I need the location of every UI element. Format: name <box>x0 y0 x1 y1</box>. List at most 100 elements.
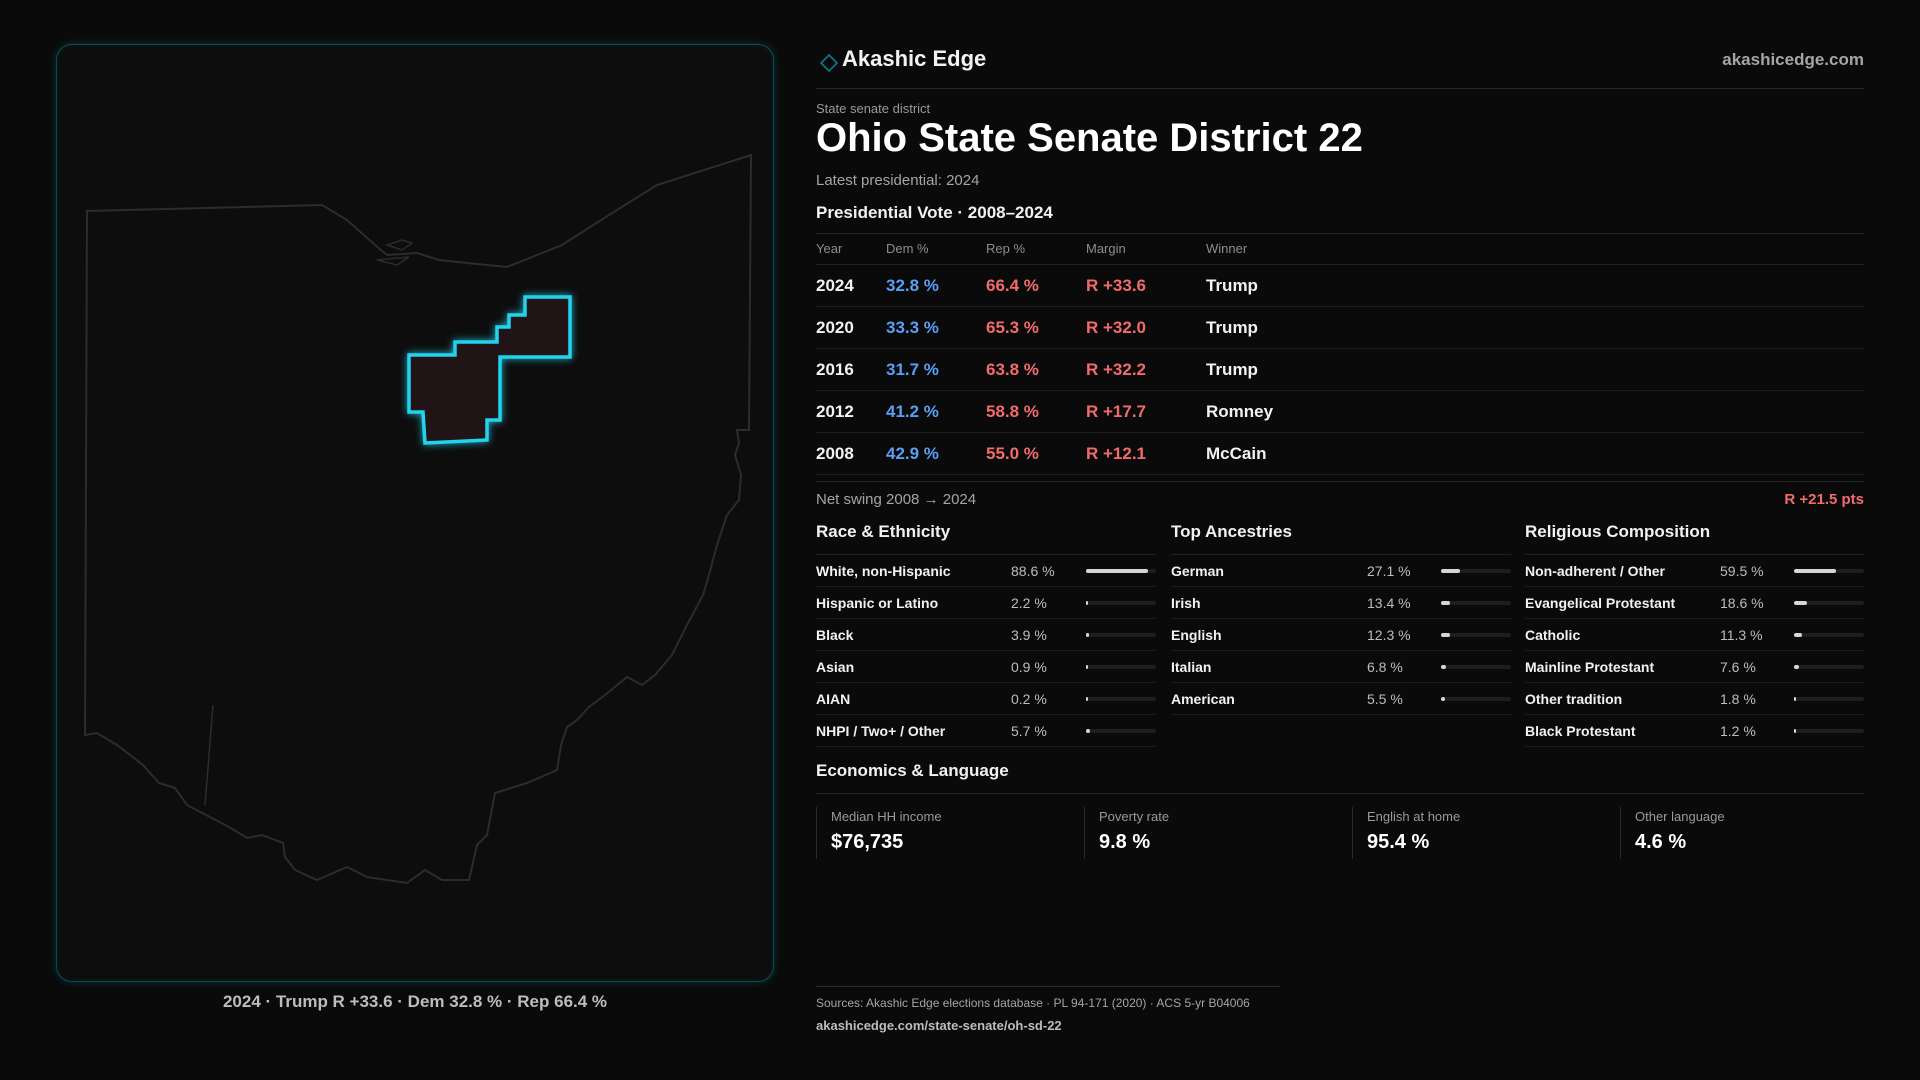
item-value: 27.1 % <box>1367 563 1411 579</box>
col-dem: Dem % <box>886 241 929 256</box>
cell-rep: 66.4 % <box>986 276 1039 295</box>
cell-margin: R +17.7 <box>1086 402 1147 421</box>
item-value: 6.8 % <box>1367 659 1403 675</box>
col-winner: Winner <box>1206 241 1248 256</box>
share-bar-track <box>1441 633 1511 637</box>
cell-margin: R +32.0 <box>1086 318 1147 337</box>
economics-heading: Economics & Language <box>816 759 1864 794</box>
page-title: Ohio State Senate District 22 <box>816 116 1363 160</box>
share-bar-fill <box>1086 665 1088 669</box>
table-row: 2020 33.3 % 65.3 % R +32.0 Trump <box>816 307 1864 349</box>
sources-url[interactable]: akashicedge.com/state-senate/oh-sd-22 <box>816 1018 1062 1033</box>
econ-value: $76,735 <box>831 831 904 853</box>
net-swing-value: R +21.5 pts <box>1784 491 1864 508</box>
item-value: 5.7 % <box>1011 723 1047 739</box>
share-bar-fill <box>1441 665 1446 669</box>
item-label: Hispanic or Latino <box>816 595 939 611</box>
item-label: German <box>1171 563 1224 579</box>
sources-footer: Sources: Akashic Edge elections database… <box>816 986 1280 1033</box>
cell-winner: McCain <box>1206 444 1267 463</box>
cell-dem: 33.3 % <box>886 318 939 337</box>
share-bar-track <box>1086 569 1156 573</box>
item-value: 7.6 % <box>1720 659 1756 675</box>
map-panel <box>56 44 774 982</box>
econ-card-poverty: Poverty rate 9.8 % <box>1084 807 1352 859</box>
brand-header: Akashic Edge akashicedge.com <box>816 44 1864 89</box>
net-swing-row: Net swing 2008 → 2024 R +21.5 pts <box>816 481 1864 512</box>
list-item: Asian 0.9 % <box>816 651 1156 683</box>
cell-year: 2008 <box>816 444 854 463</box>
list-item: Catholic 11.3 % <box>1525 619 1864 651</box>
ohio-map <box>83 153 753 885</box>
religion-heading: Religious Composition <box>1525 520 1864 555</box>
share-bar-fill <box>1441 697 1445 701</box>
col-year: Year <box>816 241 843 256</box>
cell-margin: R +32.2 <box>1086 360 1147 379</box>
econ-label: Poverty rate <box>1099 809 1170 824</box>
share-bar-fill <box>1794 729 1796 733</box>
list-item: White, non-Hispanic 88.6 % <box>816 555 1156 587</box>
share-bar-fill <box>1086 633 1089 637</box>
item-label: English <box>1171 627 1222 643</box>
item-value: 3.9 % <box>1011 627 1047 643</box>
item-label: Non-adherent / Other <box>1525 563 1666 579</box>
cell-year: 2012 <box>816 402 854 421</box>
table-row: 2016 31.7 % 63.8 % R +32.2 Trump <box>816 349 1864 391</box>
econ-card-other-language: Other language 4.6 % <box>1620 807 1864 859</box>
share-bar-track <box>1086 697 1156 701</box>
item-label: Italian <box>1171 659 1212 675</box>
econ-label: Other language <box>1635 809 1725 824</box>
table-row: 2012 41.2 % 58.8 % R +17.7 Romney <box>816 391 1864 433</box>
map-caption: 2024 · Trump R +33.6 · Dem 32.8 % · Rep … <box>222 992 608 1011</box>
cell-winner: Romney <box>1206 402 1274 421</box>
cell-dem: 42.9 % <box>886 444 939 463</box>
cell-margin: R +12.1 <box>1086 444 1147 463</box>
item-value: 2.2 % <box>1011 595 1047 611</box>
share-bar-fill <box>1441 601 1451 605</box>
ancestry-heading: Top Ancestries <box>1171 520 1511 555</box>
item-label: Black Protestant <box>1525 723 1636 739</box>
latest-presidential-note: Latest presidential: 2024 <box>816 172 980 189</box>
presidential-vote-table: Year Dem % Rep % Margin Winner 2024 32.8… <box>816 233 1864 475</box>
list-item: NHPI / Two+ / Other 5.7 % <box>816 715 1156 747</box>
table-header: Year Dem % Rep % Margin Winner <box>816 234 1864 265</box>
cell-margin: R +33.6 <box>1086 276 1147 295</box>
item-value: 5.5 % <box>1367 691 1403 707</box>
econ-value: 95.4 % <box>1367 831 1430 853</box>
item-label: Other tradition <box>1525 691 1623 707</box>
cell-dem: 31.7 % <box>886 360 939 379</box>
econ-value: 9.8 % <box>1099 831 1151 853</box>
share-bar-track <box>1794 697 1864 701</box>
cell-rep: 55.0 % <box>986 444 1039 463</box>
share-bar-track <box>1086 729 1156 733</box>
share-bar-track <box>1441 601 1511 605</box>
item-label: Evangelical Protestant <box>1525 595 1676 611</box>
item-label: Asian <box>816 659 855 675</box>
item-label: Catholic <box>1525 627 1581 643</box>
brand-url[interactable]: akashicedge.com <box>1722 50 1864 69</box>
share-bar-fill <box>1086 569 1149 573</box>
share-bar-fill <box>1794 665 1800 669</box>
item-value: 0.2 % <box>1011 691 1047 707</box>
share-bar-fill <box>1086 729 1090 733</box>
state-outline <box>83 153 753 885</box>
list-item: Black 3.9 % <box>816 619 1156 651</box>
table-row: 2024 32.8 % 66.4 % R +33.6 Trump <box>816 265 1864 307</box>
presidential-heading: Presidential Vote · 2008–2024 <box>816 203 1053 222</box>
list-item: Non-adherent / Other 59.5 % <box>1525 555 1864 587</box>
list-item: Black Protestant 1.2 % <box>1525 715 1864 747</box>
econ-label: English at home <box>1367 809 1461 824</box>
econ-label: Median HH income <box>831 809 942 824</box>
item-label: NHPI / Two+ / Other <box>816 723 946 739</box>
share-bar-fill <box>1441 633 1450 637</box>
item-value: 1.8 % <box>1720 691 1756 707</box>
cell-dem: 32.8 % <box>886 276 939 295</box>
share-bar-fill <box>1086 697 1088 701</box>
list-item: Mainline Protestant 7.6 % <box>1525 651 1864 683</box>
share-bar-track <box>1086 601 1156 605</box>
share-bar-fill <box>1441 569 1460 573</box>
share-bar-track <box>1441 697 1511 701</box>
item-value: 12.3 % <box>1367 627 1411 643</box>
share-bar-fill <box>1794 601 1808 605</box>
share-bar-track <box>1794 569 1864 573</box>
